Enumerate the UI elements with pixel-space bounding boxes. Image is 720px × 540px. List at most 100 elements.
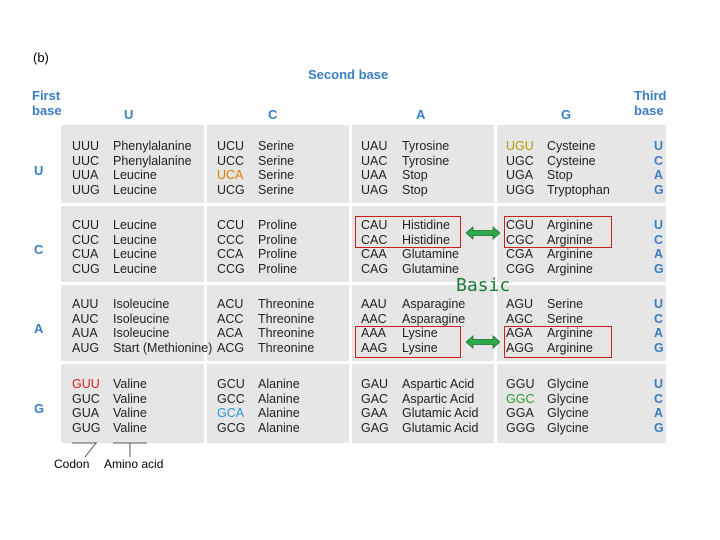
codon-label: AUC xyxy=(72,311,99,326)
amino-acid-label: Leucine xyxy=(113,232,157,247)
amino-acid-label: Glutamine xyxy=(402,261,459,276)
codon-label: UAU xyxy=(361,139,388,153)
codon-label: CGC xyxy=(506,232,534,247)
codon-label: UAC xyxy=(361,153,388,168)
codon-row: CGC Arginine xyxy=(506,233,593,248)
codon-label: CUA xyxy=(72,247,99,262)
codon-label: CGU xyxy=(506,218,534,232)
codon-label: UGA xyxy=(506,168,534,183)
codon-row: CAA Glutamine xyxy=(361,247,459,262)
codon-cell: GAU Aspartic Acid GAC Aspartic Acid GAA Gluta… xyxy=(361,377,478,435)
codon-label: CAA xyxy=(361,247,387,262)
amino-acid-label: Proline xyxy=(258,247,297,262)
amino-acid-label: Valine xyxy=(113,377,147,391)
codon-label: CCG xyxy=(217,261,245,276)
amino-acid-label: Leucine xyxy=(113,182,157,197)
first-base-letter-a: A xyxy=(34,321,44,336)
grid-divider xyxy=(61,203,666,206)
codon-row: CUC Leucine xyxy=(72,233,157,248)
third-base-letter: U xyxy=(654,377,664,391)
codon-row: AUG Start (Methionine) xyxy=(72,341,212,356)
first-base-title-line2: base xyxy=(32,103,62,118)
codon-row: UUG Leucine xyxy=(72,183,192,198)
codon-row: GCG Alanine xyxy=(217,421,300,436)
amino-acid-label: Serine xyxy=(258,153,295,168)
codon-cell: CUU Leucine CUC Leucine CUA Leucine CUG Leucine xyxy=(72,218,157,276)
codon-cell: UUU Phenylalanine UUC Phenylalanine UUA Leuci… xyxy=(72,139,192,197)
third-base-letter: A xyxy=(654,247,664,262)
codon-label: GCC xyxy=(217,391,245,406)
codon-row: UGC Cysteine xyxy=(506,154,610,169)
grid-divider xyxy=(61,282,666,285)
codon-row: UAG Stop xyxy=(361,183,449,198)
codon-row: CCC Proline xyxy=(217,233,297,248)
amino-acid-label: Stop xyxy=(547,168,573,183)
codon-label: AAC xyxy=(361,311,387,326)
amino-acid-label: Alanine xyxy=(258,377,300,391)
second-base-letter-c: C xyxy=(268,107,278,122)
codon-row: AGC Serine xyxy=(506,312,593,327)
highlight-box-arginine-2 xyxy=(504,326,612,358)
codon-row: ACU Threonine xyxy=(217,297,314,312)
codon-row: ACC Threonine xyxy=(217,312,314,327)
legend-codon-label: Codon xyxy=(54,457,90,471)
codon-row: AGA Arginine xyxy=(506,326,593,341)
codon-label: AAU xyxy=(361,297,387,311)
codon-row: CGG Arginine xyxy=(506,262,593,277)
codon-row: CGU Arginine xyxy=(506,218,593,233)
codon-cell: AUU Isoleucine AUC Isoleucine AUA Isoleucine A… xyxy=(72,297,212,355)
codon-cell: ACU Threonine ACC Threonine ACA Threonine ACG T… xyxy=(217,297,314,355)
amino-acid-label: Serine xyxy=(258,168,295,183)
codon-label: AGC xyxy=(506,311,534,326)
amino-acid-label: Phenylalanine xyxy=(113,139,192,153)
legend-pointer-lines xyxy=(72,442,147,458)
codon-row: AAU Asparagine xyxy=(361,297,465,312)
third-base-letter: A xyxy=(654,326,664,341)
amino-acid-label: Cysteine xyxy=(547,153,596,168)
codon-row: GUG Valine xyxy=(72,421,147,436)
codon-row: UGG Tryptophan xyxy=(506,183,610,198)
codon-label: ACC xyxy=(217,311,244,326)
codon-label: GAC xyxy=(361,391,389,406)
amino-acid-label: Leucine xyxy=(113,218,157,232)
amino-acid-label: Arginine xyxy=(547,218,593,232)
codon-label: CUU xyxy=(72,218,100,232)
codon-row: ACG Threonine xyxy=(217,341,314,356)
codon-label: UCG xyxy=(217,182,245,197)
codon-label: ACU xyxy=(217,297,244,311)
amino-acid-label: Phenylalanine xyxy=(113,153,192,168)
amino-acid-label: Glycine xyxy=(547,406,589,421)
amino-acid-label: Arginine xyxy=(547,247,593,262)
third-base-letter: U xyxy=(654,297,664,311)
codon-label: AGA xyxy=(506,326,533,341)
codon-cell: GCU Alanine GCC Alanine GCA Alanine GCG Alanine xyxy=(217,377,300,435)
codon-cell: AAU Asparagine AAC Asparagine AAA Lysine AAG Ly… xyxy=(361,297,465,355)
highlight-box-arginine xyxy=(504,216,612,248)
codon-label: AGU xyxy=(506,297,534,311)
amino-acid-label: Arginine xyxy=(547,326,593,341)
codon-label: CAC xyxy=(361,232,388,247)
codon-label: CCA xyxy=(217,247,244,262)
amino-acid-label: Isoleucine xyxy=(113,297,170,311)
codon-row: CGA Arginine xyxy=(506,247,593,262)
amino-acid-label: Asparagine xyxy=(402,297,466,311)
codon-label: CCU xyxy=(217,218,245,232)
basic-annotation: Basic xyxy=(456,275,511,296)
amino-acid-label: Glutamic Acid xyxy=(402,420,479,435)
amino-acid-label: Isoleucine xyxy=(113,326,170,341)
amino-acid-label: Arginine xyxy=(547,232,593,247)
amino-acid-label: Glutamine xyxy=(402,247,459,262)
amino-acid-label: Isoleucine xyxy=(113,311,170,326)
legend-amino-acid-label: Amino acid xyxy=(104,457,164,471)
amino-acid-label: Tryptophan xyxy=(547,182,610,197)
third-base-letter: U xyxy=(654,218,664,232)
codon-row: AAA Lysine xyxy=(361,326,465,341)
amino-acid-label: Asparagine xyxy=(402,311,466,326)
amino-acid-label: Valine xyxy=(113,406,147,421)
codon-label: CUG xyxy=(72,261,100,276)
codon-label: CAU xyxy=(361,218,388,232)
codon-label: GAU xyxy=(361,377,389,391)
third-base-letter: G xyxy=(654,420,664,435)
